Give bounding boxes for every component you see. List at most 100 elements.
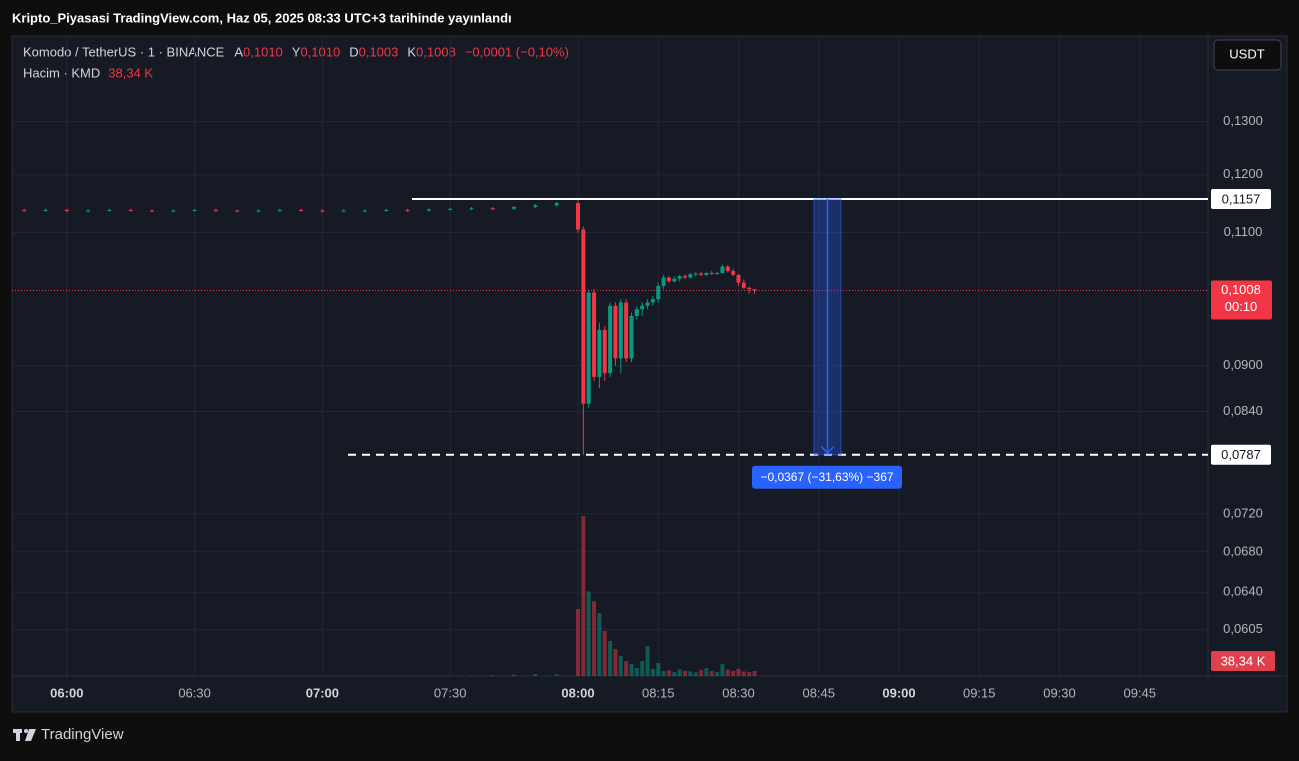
x-tick-label: 08:15 [642,685,675,700]
candle-body [22,210,26,211]
candle-body [619,302,623,358]
page-title: Kripto_Piyasasi TradingView.com, Haz 05,… [12,10,512,25]
logo-part [24,729,28,733]
x-tick-label: 08:45 [802,685,835,700]
y-tick-label: 0,0680 [1223,543,1263,558]
volume-axis-label: 38,34 K [1221,653,1266,668]
volume-bar [491,675,495,676]
volume-bar [555,674,559,676]
candle-body [597,330,601,377]
brand: TradingView [41,726,124,743]
candle-body [630,316,634,358]
candle-body [688,274,692,277]
y-tick-label: 0,0640 [1223,584,1263,599]
volume-bar [613,649,617,676]
candle-body [683,276,687,277]
volume-bar [726,670,730,677]
countdown: 00:10 [1225,299,1258,314]
candle-body [581,229,585,403]
candle-body [715,273,719,274]
volume-bar [533,674,537,676]
volume-bar [737,669,741,676]
candle-body [491,208,495,209]
volume-bar [678,669,682,676]
legend-key: D [349,44,358,59]
candle-body [320,211,324,212]
currency-button-label[interactable]: USDT [1229,46,1264,61]
candle-body [193,210,197,211]
candle-body [672,279,676,282]
volume-bar [635,668,639,676]
x-tick-label: 09:45 [1123,685,1156,700]
y-tick-label: 0,1300 [1223,113,1263,128]
candle-body [533,205,537,207]
volume-bar [630,664,634,676]
candle-body [555,203,559,205]
candle-body [662,277,666,285]
x-tick-label: 07:30 [434,685,467,700]
candle-body [704,273,708,275]
candle-body [576,203,580,230]
volume-bar [704,668,708,676]
candle-body [624,302,628,358]
candle-body [640,306,644,309]
volume-bar [699,670,703,676]
x-tick-label: 09:30 [1043,685,1076,700]
price-label: 0,1157 [1222,191,1261,206]
volume-bar [656,663,660,676]
candle-body [678,276,682,279]
candle-body [363,211,367,212]
volume-bar [694,672,698,676]
volume-bar [753,671,757,676]
x-tick-label: 07:00 [306,685,339,700]
volume-bar [624,661,628,676]
candle-body [150,211,154,212]
volume-value: 38,34 K [108,65,153,80]
volume-bar [646,646,650,676]
candle-body [587,292,591,403]
volume-bar [683,671,687,676]
candle-body [651,299,655,302]
candle-body [129,210,133,211]
candle-body [592,292,596,376]
candle-body [742,283,746,288]
x-tick-label: 09:15 [963,685,996,700]
y-tick-label: 0,0840 [1223,403,1263,418]
volume-bar [667,670,671,676]
candle-body [656,286,660,299]
candle-body [747,288,751,289]
volume-bar [608,641,612,676]
candle-body [257,211,261,212]
volume-bar [640,661,644,676]
candle-body [299,210,303,211]
candle-body [512,207,516,209]
volume-bar [576,609,580,676]
legend-key: A [234,44,243,59]
legend-value: 0,1010 [300,44,340,59]
volume-bar [747,672,751,676]
candle-body [710,273,714,274]
candle-body [107,210,111,211]
volume-bar [581,516,585,676]
volume-bar [720,664,724,676]
price-label: 0,0787 [1221,447,1261,462]
candle-body [470,208,474,209]
x-tick-label: 08:00 [561,685,594,700]
volume-bar [672,672,676,676]
candle-body [635,309,639,316]
candle-body [731,271,735,275]
volume-bar [470,675,474,676]
candle-body [44,210,48,211]
candle-body [603,330,607,373]
volume-bar [512,675,516,676]
volume-bar [651,669,655,676]
candle-body [613,306,617,359]
candle-body [608,306,612,373]
candle-body [86,211,90,212]
y-tick-label: 0,1200 [1223,166,1263,181]
volume-bar [603,631,607,676]
x-tick-label: 06:30 [178,685,211,700]
legend-value: 0,1010 [243,44,283,59]
